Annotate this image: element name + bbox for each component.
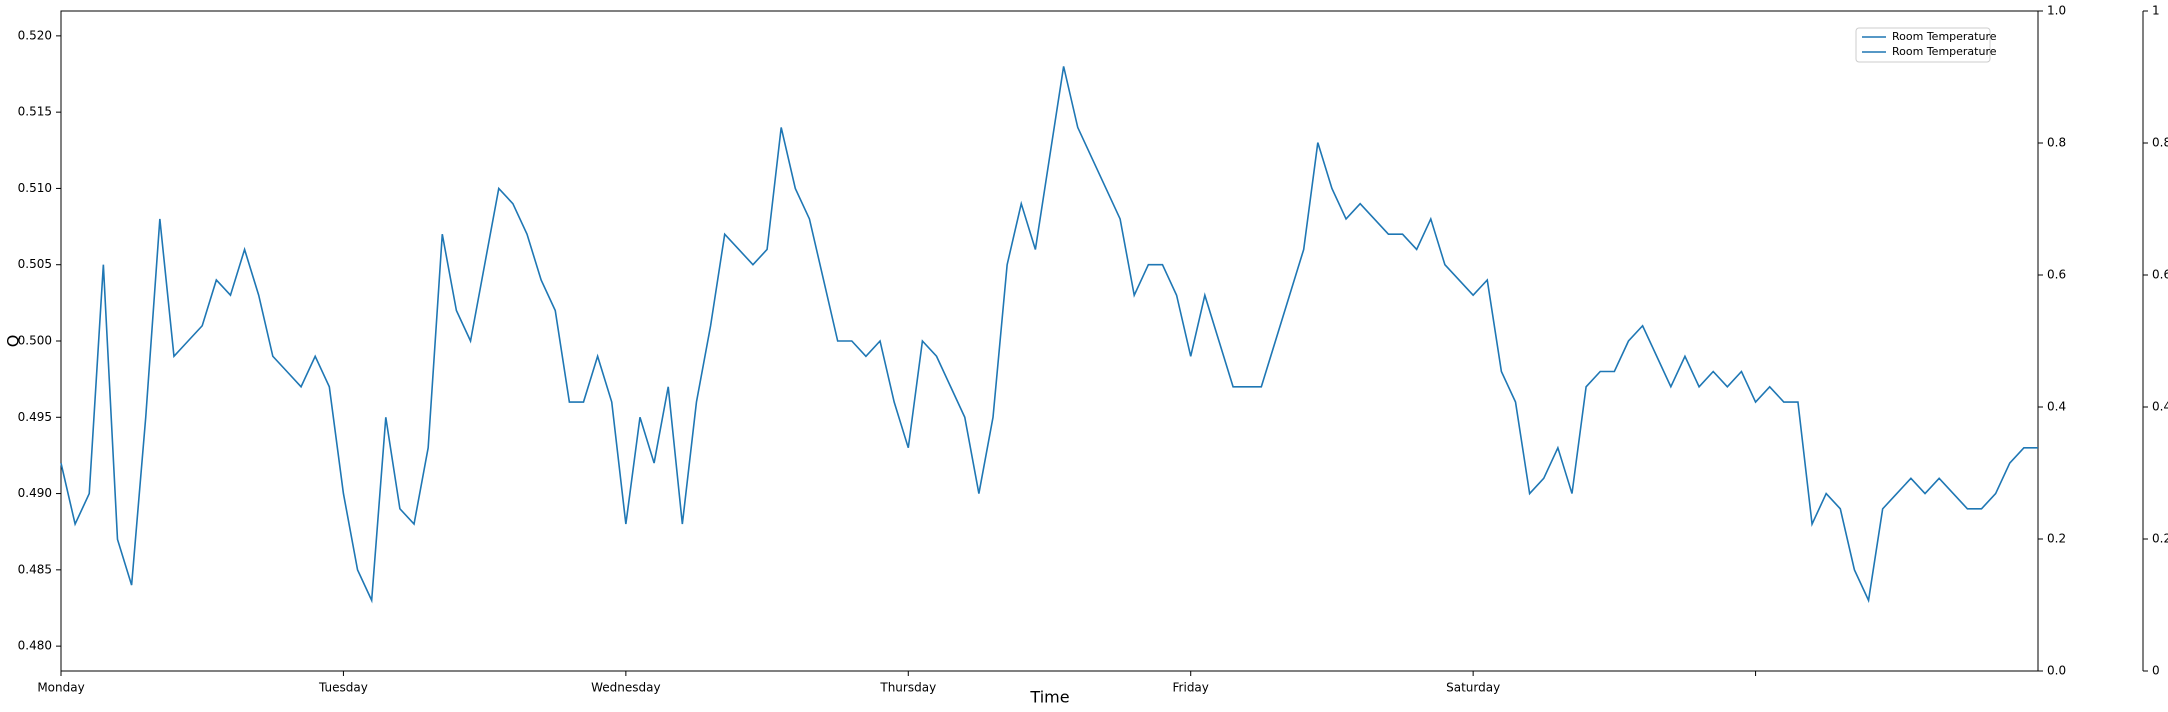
legend-label: Room Temperature xyxy=(1892,30,1997,43)
y-axis-label: Q xyxy=(4,335,23,348)
x-tick-label: Saturday xyxy=(1446,681,1500,695)
y2-tick-label: 0.0 xyxy=(2047,664,2066,678)
y3-tick-label: 0.6 xyxy=(2152,268,2168,282)
y-tick-label: 0.490 xyxy=(18,486,52,500)
y3-tick-label: 1 xyxy=(2152,4,2160,18)
x-tick-label: Friday xyxy=(1173,681,1209,695)
y-tick-label: 0.500 xyxy=(18,334,52,348)
y2-tick-label: 0.2 xyxy=(2047,532,2066,546)
x-tick-label: Thursday xyxy=(879,681,936,695)
y-tick-label: 0.495 xyxy=(18,410,52,424)
y2-tick-label: 0.6 xyxy=(2047,268,2066,282)
y3-tick-label: 0.8 xyxy=(2152,136,2168,150)
y-tick-label: 0.480 xyxy=(18,639,52,653)
y3-tick-label: 0 xyxy=(2152,664,2160,678)
y-tick-label: 0.510 xyxy=(18,181,52,195)
data-line xyxy=(60,66,2038,604)
y-tick-label: 0.505 xyxy=(18,257,52,271)
y-tick-label: 0.515 xyxy=(18,105,52,119)
y3-tick-label: 0.2 xyxy=(2152,532,2168,546)
y-tick-label: 0.485 xyxy=(18,562,52,576)
x-tick-label: Wednesday xyxy=(591,681,660,695)
y2-tick-label: 0.4 xyxy=(2047,400,2066,414)
x-axis-label: Time xyxy=(1029,688,1069,707)
y-tick-label: 0.520 xyxy=(18,28,52,42)
legend-box xyxy=(1855,27,1991,63)
legend-label: Room Temperature xyxy=(1892,45,1997,58)
y3-tick-label: 0.4 xyxy=(2152,400,2168,414)
y2-tick-label: 0.8 xyxy=(2047,136,2066,150)
x-tick-label: Monday xyxy=(37,681,84,695)
x-tick-label: Tuesday xyxy=(318,681,368,695)
plot-frame xyxy=(60,10,2039,672)
y2-tick-label: 1.0 xyxy=(2047,4,2066,18)
